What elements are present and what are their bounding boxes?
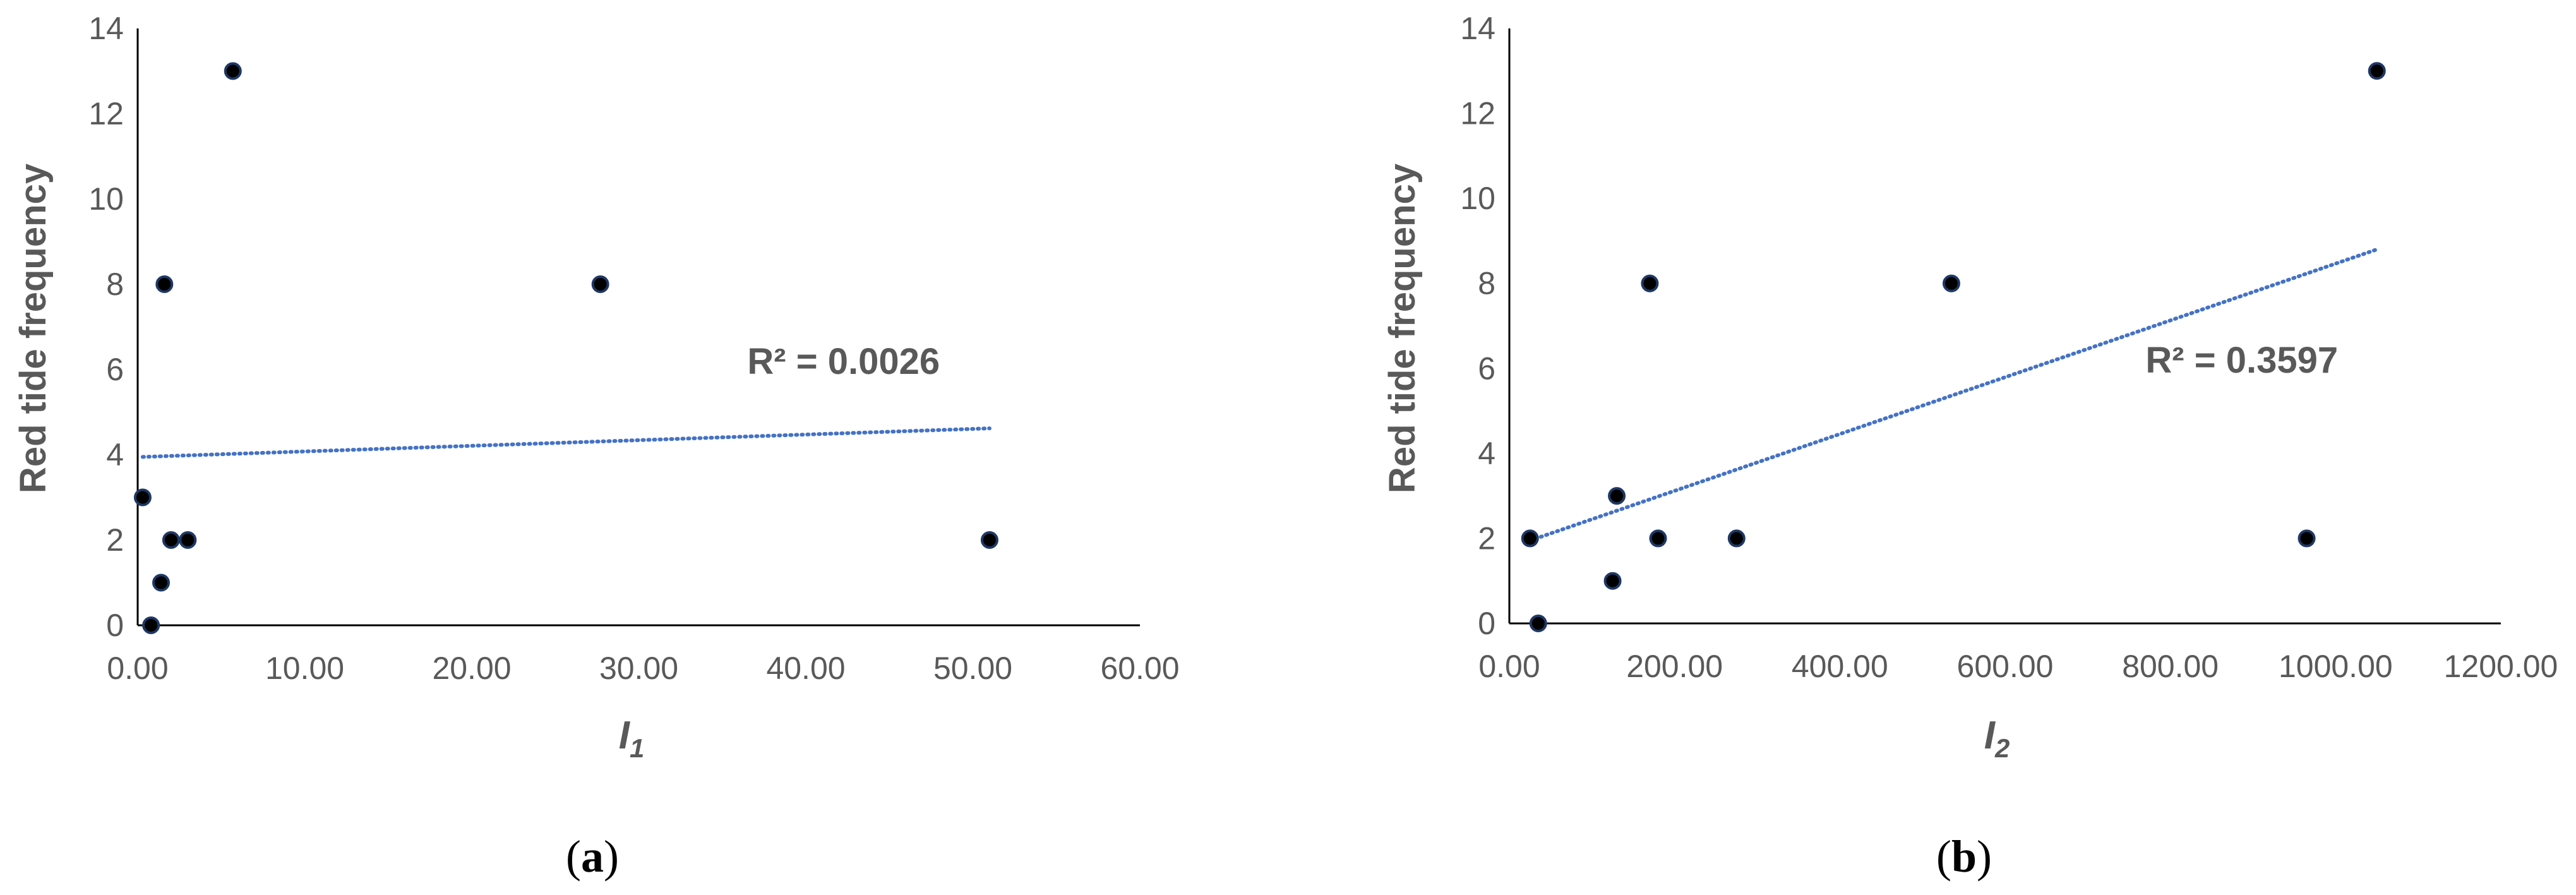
chart-b-x-axis-label: I2: [1984, 714, 2010, 763]
chart-b-data-point: [1942, 274, 1960, 292]
chart-b-y-tick-label: 6: [1478, 351, 1495, 386]
chart-a-r-squared-label: R² = 0.0026: [747, 341, 940, 382]
chart-a-panel-label: (a): [566, 831, 619, 882]
chart-b-x-tick-label: 0.00: [1478, 649, 1540, 684]
chart-a-y-tick-label: 14: [88, 11, 124, 46]
chart-b-x-tick-label: 1000.00: [2279, 649, 2393, 684]
chart-a-x-axis-label-main: I: [619, 714, 631, 757]
chart-a-y-tick-label: 10: [88, 181, 124, 217]
chart-a-data-point: [591, 275, 609, 293]
chart-b-y-tick-label: 14: [1460, 11, 1495, 46]
chart-b-x-axis-label-main: I: [1984, 714, 1996, 757]
chart-b-x-axis-label-subscript: 2: [1994, 733, 2010, 763]
chart-a-data-point: [224, 62, 242, 80]
chart-a-x-tick-label: 50.00: [933, 651, 1012, 686]
chart-a-data-point: [133, 488, 152, 507]
chart-b-data-point: [1529, 615, 1547, 632]
chart-b-panel-label: (b): [1936, 831, 1992, 882]
chart-a-data-point: [155, 275, 174, 293]
chart-b-y-tick-label: 4: [1478, 436, 1495, 471]
chart-a-x-tick-label: 0.00: [107, 651, 168, 686]
chart-a-data-point: [142, 616, 160, 634]
chart-b-r-squared-label: R² = 0.3597: [2145, 340, 2338, 381]
chart-a-trendline: [140, 426, 991, 459]
chart-b-data-point: [1603, 572, 1622, 590]
chart-a-data-point: [179, 531, 197, 549]
chart-b-y-tick-label: 10: [1460, 181, 1495, 216]
chart-b-x-tick-label: 200.00: [1626, 649, 1723, 684]
chart-a-y-tick-label: 0: [106, 608, 124, 643]
chart-b-x-tick-label: 1200.00: [2444, 649, 2558, 684]
chart-a-data-point: [980, 531, 998, 549]
chart-b-data-point: [1727, 529, 1746, 548]
chart-b: Red tide frequency I2 (b) 024681012140.0…: [1382, 11, 2558, 882]
chart-a-y-axis-label: Red tide frequency: [13, 164, 54, 493]
chart-b-data-point: [2368, 62, 2386, 80]
chart-b-y-tick-label: 12: [1460, 96, 1495, 131]
chart-b-y-tick-label: 8: [1478, 266, 1495, 301]
chart-a-x-tick-label: 20.00: [432, 651, 511, 686]
chart-b-y-axis-label: Red tide frequency: [1382, 164, 1423, 493]
chart-b-y-tick-label: 2: [1478, 520, 1495, 556]
chart-b-data-point: [1608, 487, 1626, 505]
chart-a-y-tick-label: 4: [106, 437, 124, 472]
chart-a-x-tick-label: 40.00: [766, 651, 845, 686]
chart-b-x-tick-label: 400.00: [1792, 649, 1888, 684]
chart-b-panel-letter: b: [1951, 831, 1977, 882]
chart-a-x-tick-label: 10.00: [265, 651, 344, 686]
chart-a: Red tide frequency I1 (a) 024681012140.0…: [13, 11, 1180, 882]
chart-a-panel-letter: a: [581, 831, 604, 882]
chart-a-x-axis-label: I1: [619, 714, 645, 763]
chart-a-y-tick-label: 2: [106, 522, 124, 558]
chart-b-data-point: [1649, 529, 1667, 548]
chart-b-data-point: [1521, 529, 1539, 548]
chart-b-data-point: [2297, 529, 2316, 548]
chart-b-y-tick-label: 0: [1478, 606, 1495, 641]
chart-b-x-tick-label: 800.00: [2122, 649, 2219, 684]
chart-a-y-tick-label: 8: [106, 267, 124, 302]
chart-a-data-point: [162, 531, 180, 549]
chart-b-trendline: [1528, 247, 2379, 543]
chart-a-x-axis-label-subscript: 1: [630, 733, 644, 763]
chart-b-data-point: [1641, 274, 1659, 292]
chart-a-x-tick-label: 30.00: [599, 651, 678, 686]
chart-b-x-tick-label: 600.00: [1957, 649, 2054, 684]
chart-a-x-tick-label: 60.00: [1100, 651, 1179, 686]
chart-a-y-tick-label: 6: [106, 352, 124, 387]
chart-a-y-tick-label: 12: [88, 96, 124, 131]
chart-a-data-point: [152, 574, 171, 592]
